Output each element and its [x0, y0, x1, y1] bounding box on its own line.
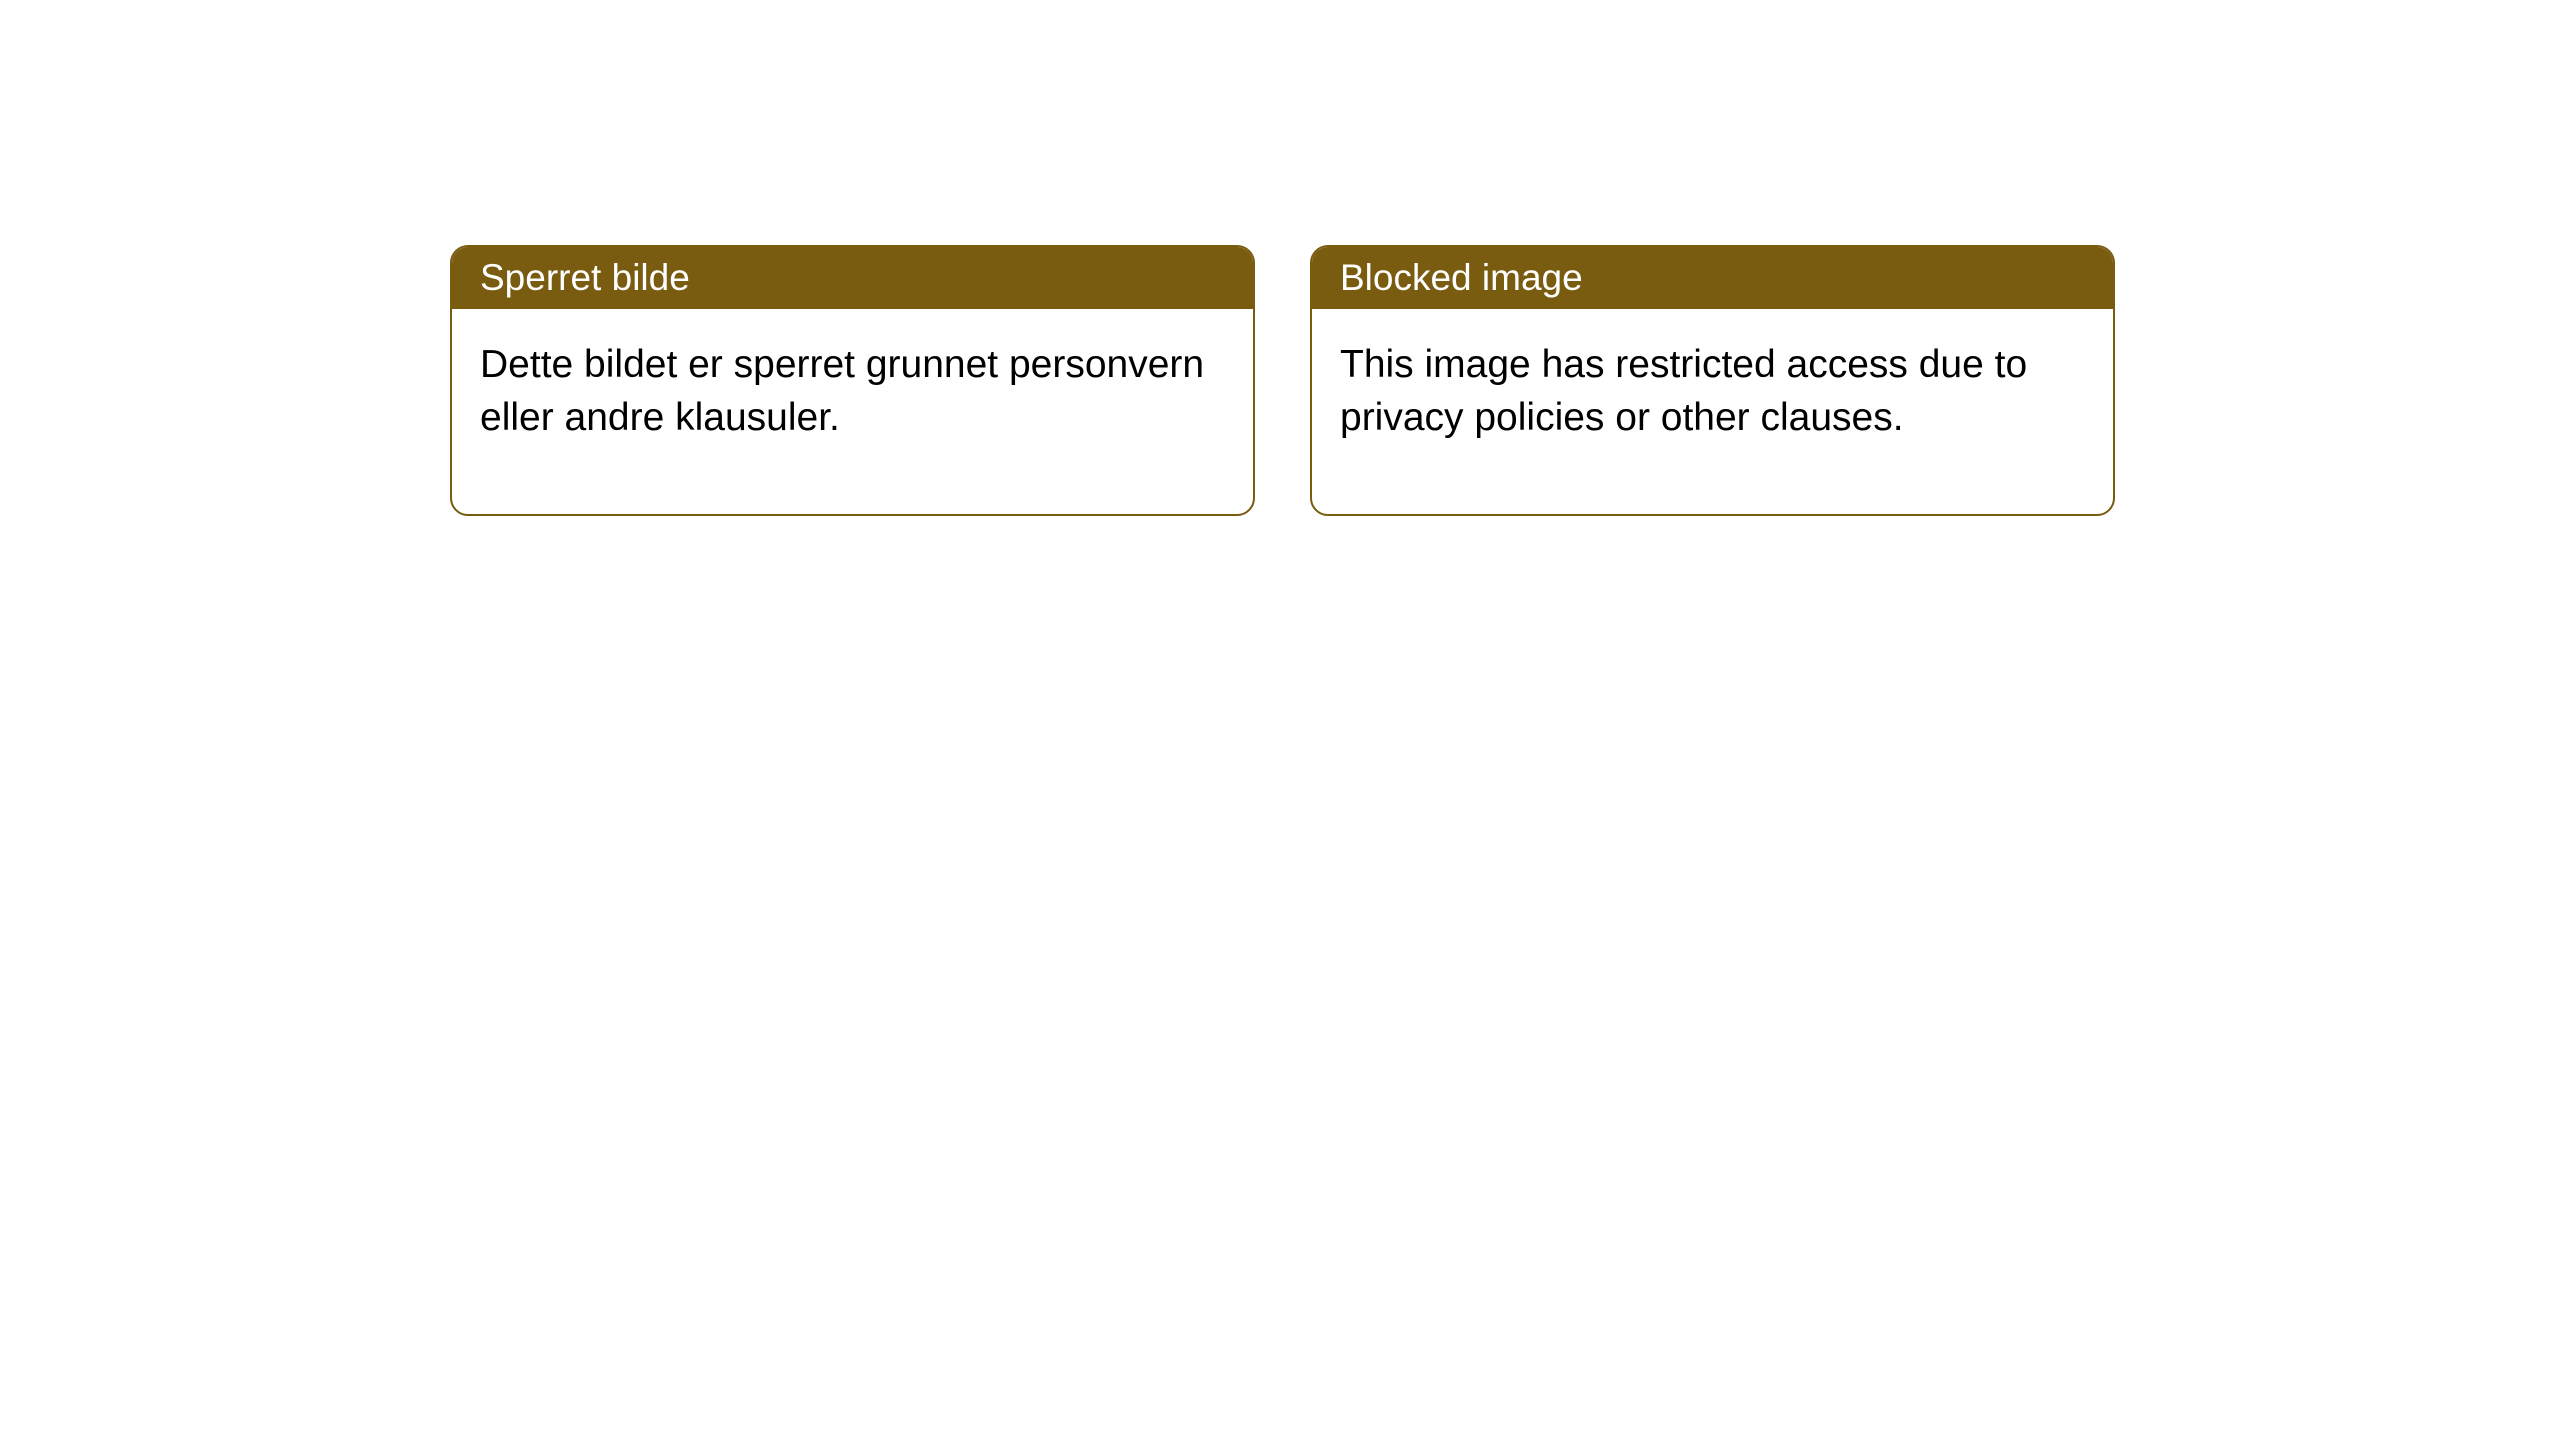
- card-header-en: Blocked image: [1312, 247, 2113, 309]
- card-message-en: This image has restricted access due to …: [1340, 343, 2027, 439]
- card-header-no: Sperret bilde: [452, 247, 1253, 309]
- blocked-image-card-en: Blocked image This image has restricted …: [1310, 245, 2115, 516]
- card-title-en: Blocked image: [1340, 257, 1583, 298]
- card-title-no: Sperret bilde: [480, 257, 690, 298]
- card-body-en: This image has restricted access due to …: [1312, 309, 2113, 514]
- cards-container: Sperret bilde Dette bildet er sperret gr…: [450, 245, 2115, 516]
- card-message-no: Dette bildet er sperret grunnet personve…: [480, 343, 1204, 439]
- blocked-image-card-no: Sperret bilde Dette bildet er sperret gr…: [450, 245, 1255, 516]
- card-body-no: Dette bildet er sperret grunnet personve…: [452, 309, 1253, 514]
